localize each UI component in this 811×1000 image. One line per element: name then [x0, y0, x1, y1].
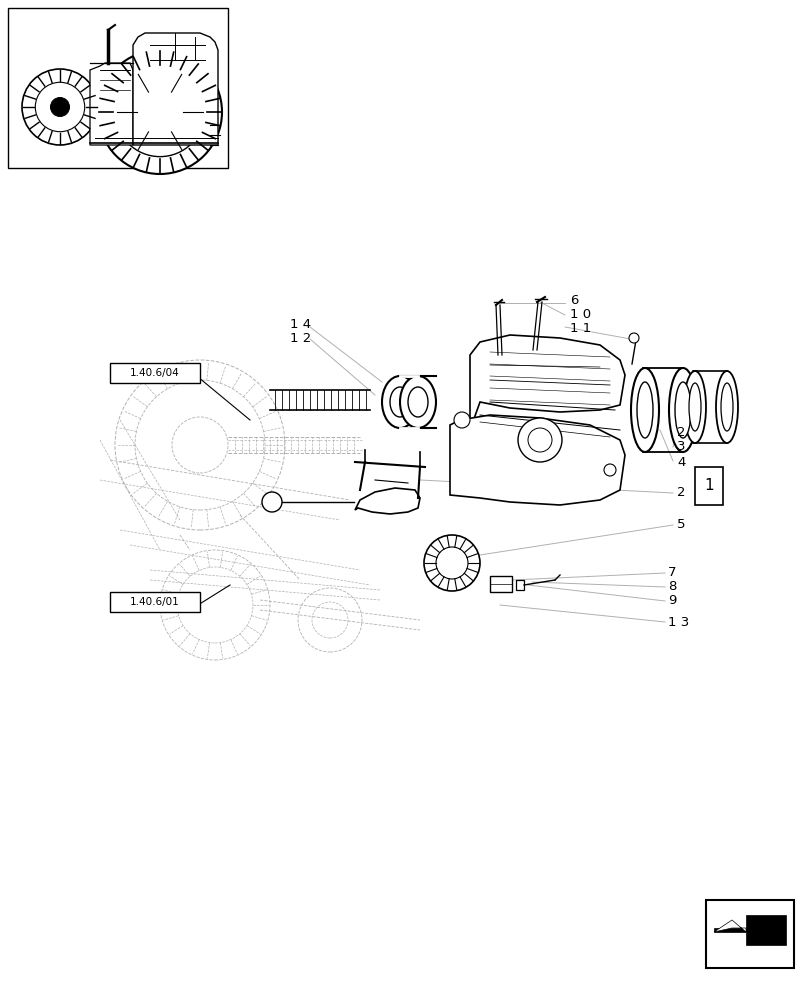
Text: 1 3: 1 3	[667, 615, 689, 628]
Ellipse shape	[636, 382, 652, 438]
Polygon shape	[470, 335, 624, 430]
Ellipse shape	[630, 368, 659, 452]
Bar	[489, 576, 512, 592]
Bar	[694, 467, 722, 505]
Ellipse shape	[389, 387, 410, 417]
Text: 8: 8	[667, 580, 676, 593]
Circle shape	[629, 333, 638, 343]
Bar	[109, 592, 200, 612]
Text: 1 4: 1 4	[290, 318, 311, 332]
Ellipse shape	[715, 371, 737, 443]
Text: 1 2: 1 2	[290, 332, 311, 346]
Polygon shape	[133, 33, 217, 145]
Polygon shape	[713, 920, 745, 932]
Bar	[515, 580, 523, 590]
Circle shape	[50, 97, 70, 117]
Bar	[8, 8, 228, 168]
Bar	[109, 363, 200, 383]
Circle shape	[423, 535, 479, 591]
Polygon shape	[713, 915, 785, 945]
Ellipse shape	[674, 382, 690, 438]
Ellipse shape	[668, 368, 696, 452]
Ellipse shape	[381, 376, 418, 428]
Text: 2: 2	[676, 426, 684, 438]
Circle shape	[527, 428, 551, 452]
Circle shape	[35, 82, 84, 132]
Polygon shape	[449, 415, 624, 505]
Circle shape	[517, 418, 561, 462]
Text: 1 0: 1 0	[569, 308, 590, 320]
Text: 4: 4	[676, 456, 684, 468]
Ellipse shape	[400, 376, 436, 428]
Text: 2: 2	[676, 486, 684, 498]
Circle shape	[262, 492, 281, 512]
Circle shape	[603, 464, 616, 476]
Text: 1: 1	[703, 479, 713, 493]
Text: 3: 3	[676, 440, 684, 454]
Circle shape	[115, 67, 204, 157]
Text: 7: 7	[667, 566, 676, 580]
Polygon shape	[354, 488, 419, 514]
Circle shape	[436, 547, 467, 579]
Text: 6: 6	[569, 294, 577, 306]
Ellipse shape	[683, 371, 705, 443]
Text: 1.40.6/01: 1.40.6/01	[130, 597, 180, 607]
Circle shape	[138, 90, 182, 134]
Text: 1 1: 1 1	[569, 322, 590, 334]
Text: 5: 5	[676, 518, 684, 530]
Text: 1.40.6/04: 1.40.6/04	[130, 368, 180, 378]
Ellipse shape	[720, 383, 732, 431]
Circle shape	[98, 50, 221, 174]
Circle shape	[453, 412, 470, 428]
Circle shape	[22, 69, 98, 145]
Polygon shape	[90, 63, 133, 145]
Text: 9: 9	[667, 594, 676, 607]
Bar	[705, 900, 793, 968]
Ellipse shape	[407, 387, 427, 417]
Ellipse shape	[689, 383, 700, 431]
